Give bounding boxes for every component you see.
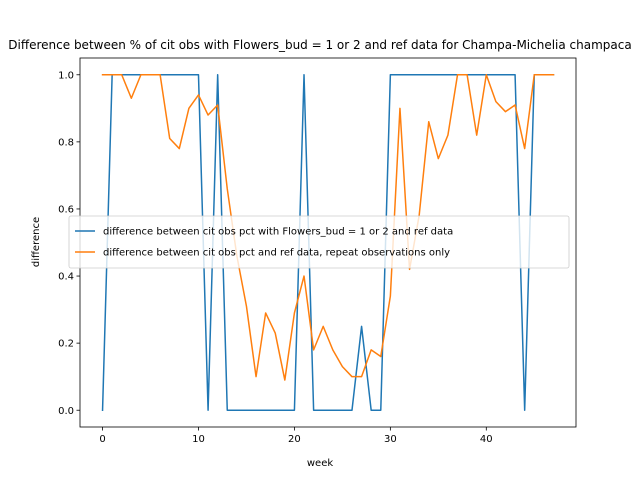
legend-entry-0: difference between cit obs pct with Flow… [103, 227, 453, 238]
x-tick-label: 30 [384, 434, 397, 445]
x-tick-label: 20 [288, 434, 301, 445]
y-tick-label: 1.0 [58, 70, 74, 81]
x-axis-label: week [307, 458, 333, 469]
x-tick-label: 40 [480, 434, 493, 445]
y-axis-label: difference [31, 217, 42, 267]
legend-box [68, 215, 570, 269]
chart-title: Difference between % of cit obs with Flo… [8, 38, 631, 52]
series-line-0 [101, 74, 555, 412]
legend: difference between cit obs pct with Flow… [68, 215, 570, 269]
y-tick-label: 0.0 [58, 406, 74, 417]
y-tick-label: 0.4 [58, 272, 74, 283]
legend-entry-1: difference between cit obs pct and ref d… [103, 248, 450, 259]
x-tick-label: 10 [192, 434, 205, 445]
y-tick-label: 0.8 [58, 137, 74, 148]
y-tick-label: 0.6 [58, 205, 74, 216]
series-line-1 [101, 74, 555, 381]
x-tick-label: 0 [99, 434, 105, 445]
plot-area: 0 10 20 30 40 0.0 0.2 0.4 0.6 0.8 1.0 difference be… [58, 57, 577, 445]
y-tick-label: 0.2 [58, 339, 74, 350]
